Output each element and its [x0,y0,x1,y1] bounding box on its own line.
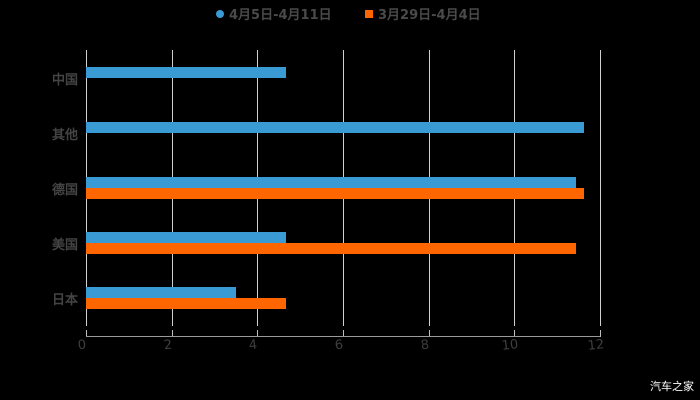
y-category-label: 中国 [51,73,78,88]
legend-item-series-1[interactable]: 4月5日-4月11日 [216,4,332,23]
bar-series-2[interactable] [86,298,286,309]
x-tick-label: 6 [334,337,344,354]
axis-tick [514,330,515,337]
axis-tick [172,330,173,337]
y-category-label: 德国 [51,183,78,198]
axis-tick [86,330,87,337]
y-category-label: 日本 [51,293,78,308]
x-tick-label: 12 [586,337,606,354]
axis-tick [429,330,430,337]
axis-tick [257,330,258,337]
x-tick-label: 8 [420,337,430,354]
bar-series-1[interactable] [86,232,286,243]
bar-series-1[interactable] [86,287,236,298]
x-tick-label: 4 [248,337,258,354]
legend-label: 3月29日-4月4日 [378,8,481,23]
watermark: 汽车之家 [650,380,694,393]
axis-tick [343,330,344,337]
x-tick-label: 2 [163,337,173,354]
y-category-label: 其他 [51,128,78,143]
legend: 4月5日-4月11日 3月29日-4月4日 [0,4,700,24]
x-tick-label: 10 [500,337,520,354]
legend-label: 4月5日-4月11日 [229,8,332,23]
circle-marker-icon [216,9,224,18]
bar-series-1[interactable] [86,67,286,78]
bar-series-1[interactable] [86,122,584,133]
x-tick-label: 0 [77,337,87,354]
x-axis-line [86,336,600,337]
bar-series-2[interactable] [86,243,576,254]
axis-tick [600,330,601,337]
bar-series-2[interactable] [86,188,584,199]
bar-series-1[interactable] [86,177,576,188]
y-category-label: 美国 [51,238,78,253]
square-marker-icon [365,9,373,18]
gridline [600,50,601,326]
legend-item-series-2[interactable]: 3月29日-4月4日 [365,4,481,23]
